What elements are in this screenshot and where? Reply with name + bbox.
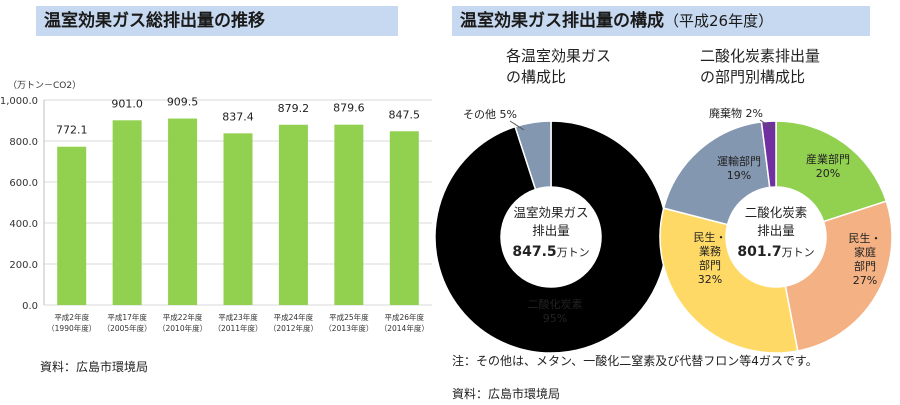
pie-title-line: 各温室効果ガス bbox=[506, 47, 612, 65]
data-label: 909.5 bbox=[167, 96, 199, 109]
slice-label-co2: 二酸化炭素 bbox=[528, 297, 583, 311]
donut-center-value: 801.7万トン bbox=[737, 244, 814, 260]
x-tick-label: 平成25年度 bbox=[329, 312, 369, 322]
slice-label-transport: 19% bbox=[727, 169, 751, 182]
bar bbox=[57, 146, 87, 305]
pie-title-line: の構成比 bbox=[506, 68, 567, 86]
title-text: 温室効果ガス排出量の構成 bbox=[460, 11, 664, 31]
pie-title-sector-composition: 二酸化炭素排出量 の部門別構成比 bbox=[700, 46, 820, 88]
x-tick-label: 平成26年度 bbox=[385, 312, 425, 322]
leader-line bbox=[509, 120, 525, 131]
pie-slice-business bbox=[659, 207, 799, 354]
slice-label-waste: 廃棄物 2% bbox=[709, 106, 763, 120]
bar bbox=[223, 133, 253, 305]
y-axis-unit-label: （万トン－CO2） bbox=[8, 80, 81, 91]
x-tick-label: 平成17年度 bbox=[107, 312, 147, 322]
slice-label-transport: 運輸部門 bbox=[717, 154, 761, 168]
donut-center-label: 排出量 bbox=[532, 223, 570, 238]
x-tick-label: 平成22年度 bbox=[163, 312, 203, 322]
chart-title-emissions-composition: 温室効果ガス排出量の構成（平成26年度） bbox=[452, 6, 870, 36]
x-tick-sublabel: （2011年度） bbox=[213, 323, 262, 333]
data-label: 901.0 bbox=[111, 97, 143, 110]
slice-label-business: 業務 bbox=[699, 244, 721, 258]
data-label: 837.4 bbox=[222, 110, 254, 123]
slice-label-co2: 95% bbox=[543, 312, 567, 325]
slice-label-household: 部門 bbox=[854, 259, 876, 273]
data-label: 879.2 bbox=[278, 102, 310, 115]
slice-label-household: 27% bbox=[853, 274, 877, 287]
y-tick-label: 600.0 bbox=[9, 178, 38, 189]
donut-center-label: 二酸化炭素 bbox=[745, 205, 808, 220]
y-tick-label: 0.0 bbox=[22, 301, 38, 312]
donut-center-value-number: 801.7 bbox=[737, 244, 781, 260]
footnote-other-gases: 注：その他は、メタン、一酸化二窒素及び代替フロン等4ガスです。 bbox=[452, 354, 818, 368]
pie-title-gas-composition: 各温室効果ガス の構成比 bbox=[506, 46, 611, 88]
title-subtext: （平成26年度） bbox=[664, 12, 774, 30]
data-label: 879.6 bbox=[333, 102, 365, 115]
pie-slice-other bbox=[514, 120, 552, 191]
bar bbox=[334, 124, 364, 305]
x-tick-label: 平成23年度 bbox=[218, 312, 258, 322]
pie-title-line: の部門別構成比 bbox=[700, 68, 806, 86]
x-tick-sublabel: （2012年度） bbox=[269, 323, 318, 333]
donut-center-value-number: 847.5 bbox=[512, 244, 556, 260]
pie-slice-household bbox=[784, 200, 893, 352]
bar bbox=[389, 131, 419, 305]
slice-label-other: その他 5% bbox=[463, 108, 517, 121]
donut-center-label: 排出量 bbox=[757, 223, 795, 238]
data-label: 847.5 bbox=[389, 108, 421, 121]
x-tick-sublabel: （2010年度） bbox=[158, 323, 207, 333]
y-tick-label: 400.0 bbox=[9, 219, 38, 230]
slice-label-business: 民生・ bbox=[694, 230, 727, 244]
x-tick-sublabel: （1990年度） bbox=[47, 323, 96, 333]
bar bbox=[112, 120, 142, 305]
data-label: 772.1 bbox=[56, 124, 88, 137]
x-tick-label: 平成2年度 bbox=[54, 312, 89, 322]
y-tick-label: 200.0 bbox=[9, 260, 38, 271]
leader-line bbox=[759, 119, 775, 130]
x-tick-sublabel: （2013年度） bbox=[324, 323, 373, 333]
x-tick-label: 平成24年度 bbox=[274, 312, 314, 322]
pie-slice-industry bbox=[775, 120, 888, 223]
donut-center-value-unit: 万トン bbox=[557, 246, 590, 259]
pie-slice-transport bbox=[662, 121, 771, 226]
slice-label-business: 部門 bbox=[699, 258, 721, 272]
slice-label-business: 32% bbox=[698, 273, 722, 286]
title-text: 温室効果ガス総排出量の推移 bbox=[44, 11, 265, 31]
donut-center-value: 847.5万トン bbox=[512, 244, 589, 260]
slice-label-household: 民生・ bbox=[849, 231, 882, 245]
bar bbox=[278, 124, 308, 305]
source-note-left: 資料：広島市環境局 bbox=[40, 360, 149, 374]
x-tick-sublabel: （2005年度） bbox=[103, 323, 152, 333]
y-tick-label: 1,000.0 bbox=[0, 96, 38, 107]
slice-label-household: 家庭 bbox=[854, 245, 876, 259]
donut-center-value-unit: 万トン bbox=[782, 246, 815, 259]
x-tick-sublabel: （2014年度） bbox=[380, 323, 429, 333]
y-tick-label: 800.0 bbox=[9, 137, 38, 148]
source-note-right: 資料：広島市環境局 bbox=[452, 387, 561, 401]
slice-label-industry: 産業部門 bbox=[806, 152, 850, 166]
pie-title-line: 二酸化炭素排出量 bbox=[700, 47, 821, 65]
pie-slice-waste bbox=[760, 120, 777, 189]
bar bbox=[168, 118, 198, 306]
slice-label-industry: 20% bbox=[816, 167, 840, 180]
chart-title-emissions-trend: 温室効果ガス総排出量の推移 bbox=[36, 6, 398, 36]
donut-center-label: 温室効果ガス bbox=[513, 205, 588, 220]
